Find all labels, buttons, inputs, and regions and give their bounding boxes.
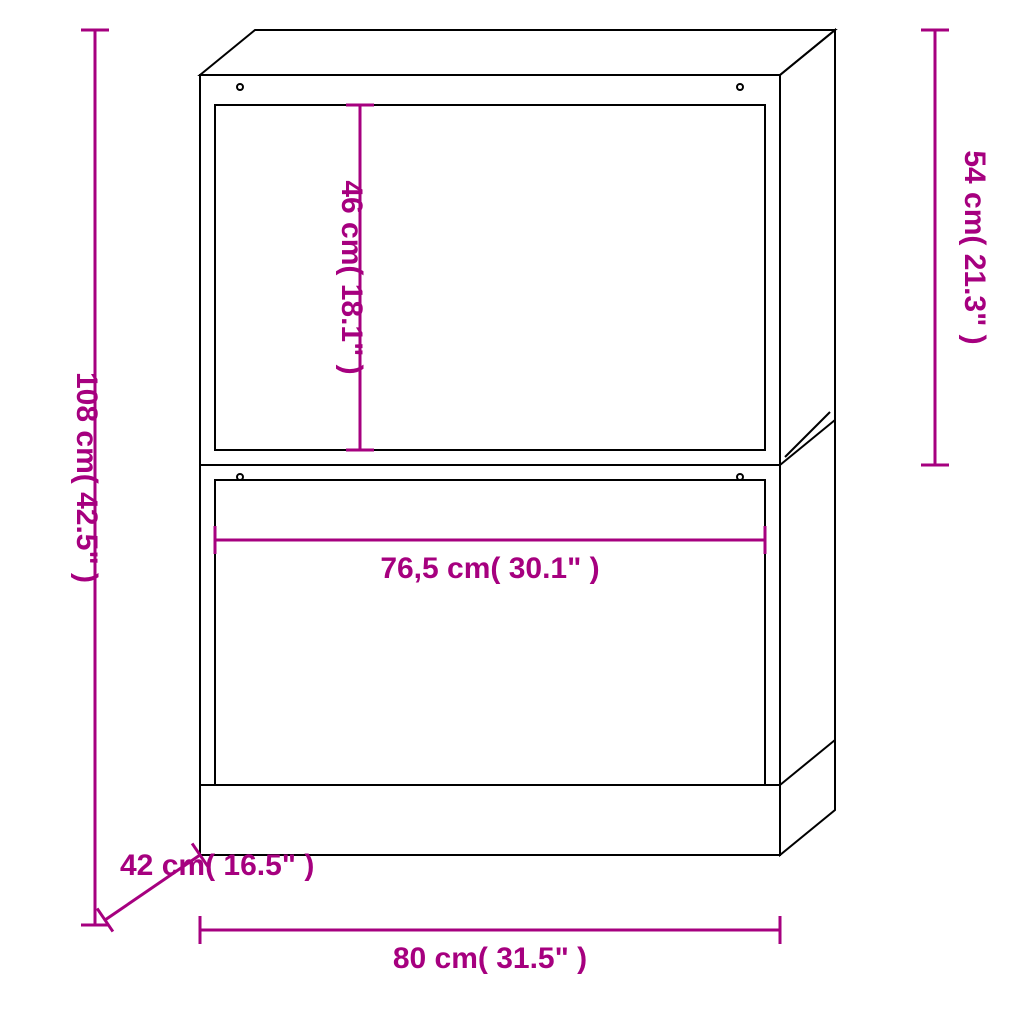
drawer-height-label: 46 cm( 18.1" ) xyxy=(335,180,368,374)
total-height: 108 cm( 42.5" ) xyxy=(70,30,109,925)
product-outline xyxy=(200,30,835,855)
total-width: 80 cm( 31.5" ) xyxy=(200,916,780,975)
depth-label: 42 cm( 16.5" ) xyxy=(120,849,314,882)
module-height-label: 54 cm( 21.3" ) xyxy=(958,150,991,344)
dimensions: 108 cm( 42.5" ) 54 cm( 21.3" ) 46 cm( 18.1… xyxy=(70,30,991,975)
module-height: 54 cm( 21.3" ) xyxy=(921,30,991,465)
depth: 42 cm( 16.5" ) xyxy=(97,843,314,931)
drawer-width-label: 76,5 cm( 30.1" ) xyxy=(380,552,599,585)
total-width-label: 80 cm( 31.5" ) xyxy=(393,942,587,975)
drawer-width: 76,5 cm( 30.1" ) xyxy=(215,526,765,585)
drawer-height: 46 cm( 18.1" ) xyxy=(335,105,374,450)
total-height-label: 108 cm( 42.5" ) xyxy=(70,372,103,583)
